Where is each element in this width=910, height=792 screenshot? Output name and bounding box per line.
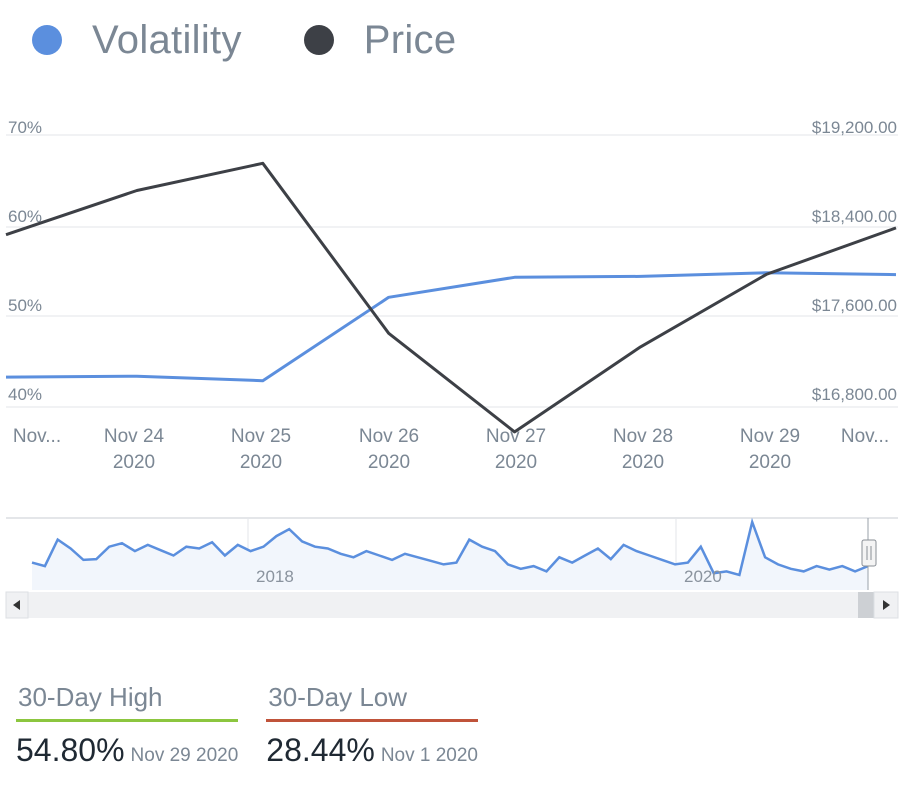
scrollbar-thumb[interactable] — [858, 592, 874, 618]
navigator-area — [32, 522, 868, 590]
series-line-price[interactable] — [5, 161, 897, 434]
scroll-left-arrow-icon — [13, 600, 20, 610]
legend-label-volatility: Volatility — [92, 17, 242, 62]
stat-label-high: 30-Day High — [18, 682, 163, 712]
y-right-tick-19200: $19,200.00 — [812, 118, 897, 137]
stats-row: 30-Day High 54.80% Nov 29 2020 30-Day Low… — [16, 682, 506, 769]
y-right-tick-16800: $16,800.00 — [812, 385, 897, 404]
navigator-year-2020: 2020 — [684, 567, 722, 586]
chart-legend: Volatility Price — [32, 10, 518, 70]
x-tick-label: Nov... — [13, 426, 61, 447]
stat-date-low: Nov 1 2020 — [380, 745, 478, 766]
x-tick-label: Nov 28 2020 — [613, 426, 673, 473]
legend-label-price: Price — [363, 17, 457, 62]
y-left-tick-40: 40% — [8, 385, 42, 404]
stat-bar-high — [16, 719, 239, 722]
y-right-tick-17600: $17,600.00 — [812, 296, 897, 315]
main-chart: 70% 60% 50% 40% $19,200.00 $18,400.00 $1… — [5, 118, 898, 473]
x-tick-label: Nov 26 2020 — [359, 426, 419, 473]
scrollbar-track[interactable] — [6, 592, 898, 618]
stat-bar-low — [266, 719, 478, 722]
y-left-tick-60: 60% — [8, 207, 42, 226]
stat-30-day-high: 30-Day High 54.80% Nov 29 2020 — [16, 682, 239, 769]
price-dot-icon — [303, 25, 334, 55]
scroll-right-button[interactable] — [873, 591, 899, 619]
legend-item-volatility[interactable]: Volatility — [32, 18, 242, 63]
x-tick-label: Nov 25 2020 — [231, 426, 291, 473]
stat-30-day-low: 30-Day Low 28.44% Nov 1 2020 — [266, 682, 478, 769]
y-left-tick-50: 50% — [8, 296, 42, 315]
navigator-line — [31, 517, 869, 577]
navigator[interactable]: 2018 2020 — [0, 510, 910, 630]
legend-item-price[interactable]: Price — [303, 17, 457, 63]
stat-label-low: 30-Day Low — [268, 682, 408, 712]
y-left-tick-70: 70% — [8, 118, 42, 137]
x-tick-label: Nov... — [841, 426, 889, 447]
scroll-left-button[interactable] — [5, 591, 29, 619]
stat-value-high: 54.80% — [16, 732, 125, 768]
y-right-tick-18400: $18,400.00 — [812, 207, 897, 226]
x-tick-label: Nov 24 2020 — [104, 426, 165, 473]
scroll-right-arrow-icon — [883, 600, 890, 610]
stat-value-low: 28.44% — [266, 732, 375, 768]
navigator-handle[interactable] — [861, 539, 877, 567]
x-tick-label: Nov 27 2020 — [486, 426, 546, 473]
stat-date-high: Nov 29 2020 — [130, 745, 239, 766]
navigator-year-2018: 2018 — [256, 567, 294, 586]
volatility-dot-icon — [32, 25, 62, 55]
x-tick-label: Nov 29 2020 — [740, 426, 800, 473]
series-line-volatility[interactable] — [5, 271, 897, 383]
